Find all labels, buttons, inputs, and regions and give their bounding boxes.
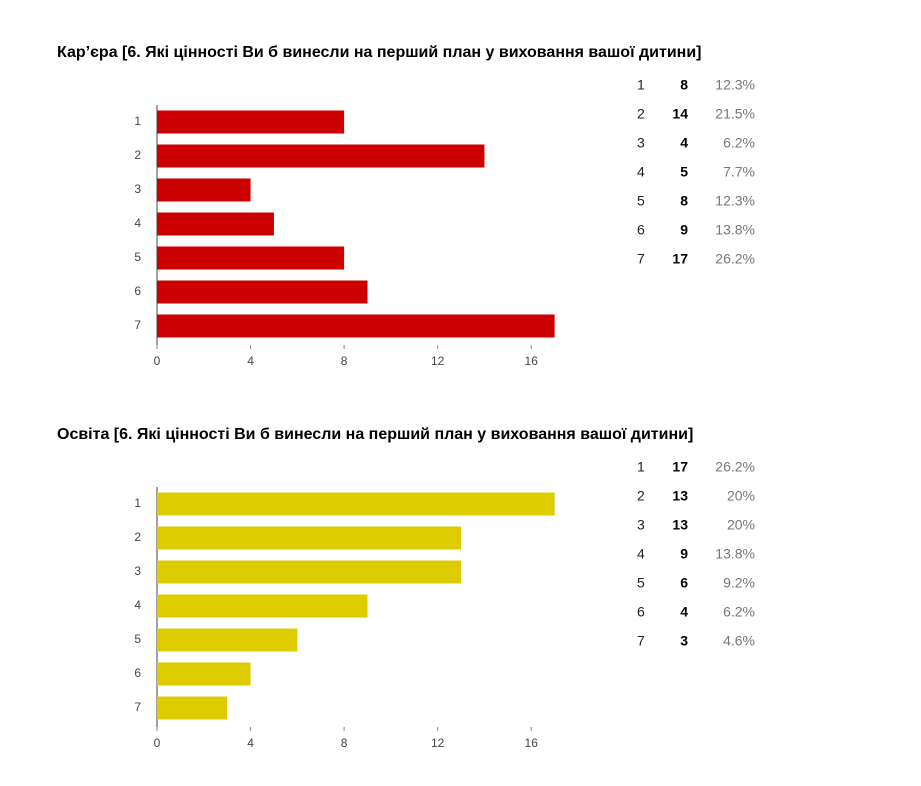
- table-percent: 13.8%: [715, 546, 755, 562]
- bar: [157, 594, 368, 618]
- table-count: 17: [672, 251, 688, 267]
- y-tick-label: 5: [134, 250, 141, 264]
- y-tick-label: 6: [134, 666, 141, 680]
- table-percent: 12.3%: [715, 77, 755, 93]
- table-count: 8: [680, 193, 688, 209]
- table-percent: 20%: [727, 488, 755, 504]
- bar: [157, 628, 298, 652]
- y-tick-label: 4: [134, 216, 141, 230]
- table-percent: 4.6%: [723, 633, 755, 649]
- y-tick-label: 5: [134, 632, 141, 646]
- table-rank: 5: [637, 193, 645, 209]
- table-count: 4: [680, 135, 688, 151]
- table-rank: 3: [637, 517, 645, 533]
- table-count: 9: [680, 546, 688, 562]
- bar: [157, 492, 555, 516]
- table-percent: 7.7%: [723, 164, 755, 180]
- bar: [157, 526, 462, 550]
- table-percent: 26.2%: [715, 251, 755, 267]
- bar: [157, 314, 555, 338]
- x-tick-label: 16: [525, 354, 539, 368]
- table-rank: 1: [637, 77, 645, 93]
- chart-title: Кар’єра [6. Які цінності Ви б винесли на…: [57, 44, 702, 61]
- table-percent: 6.2%: [723, 604, 755, 620]
- y-tick-label: 1: [134, 114, 141, 128]
- table-count: 13: [672, 488, 688, 504]
- y-tick-label: 4: [134, 598, 141, 612]
- bar: [157, 280, 368, 304]
- table-rank: 2: [637, 488, 645, 504]
- bar: [157, 178, 251, 202]
- x-tick-label: 4: [247, 736, 254, 750]
- y-tick-label: 3: [134, 564, 141, 578]
- table-count: 8: [680, 77, 688, 93]
- table-rank: 4: [637, 164, 645, 180]
- table-rank: 1: [637, 459, 645, 475]
- x-tick-label: 16: [525, 736, 539, 750]
- table-rank: 6: [637, 222, 645, 238]
- x-tick-label: 12: [431, 736, 445, 750]
- table-percent: 6.2%: [723, 135, 755, 151]
- bar: [157, 110, 345, 134]
- table-percent: 13.8%: [715, 222, 755, 238]
- table-percent: 21.5%: [715, 106, 755, 122]
- x-tick-label: 4: [247, 354, 254, 368]
- table-count: 17: [672, 459, 688, 475]
- table-count: 13: [672, 517, 688, 533]
- table-count: 14: [672, 106, 688, 122]
- x-tick-label: 8: [341, 354, 348, 368]
- x-tick-label: 0: [154, 354, 161, 368]
- bar: [157, 144, 485, 168]
- table-count: 4: [680, 604, 688, 620]
- y-tick-label: 1: [134, 496, 141, 510]
- table-percent: 20%: [727, 517, 755, 533]
- table-rank: 6: [637, 604, 645, 620]
- table-count: 5: [680, 164, 688, 180]
- x-tick-label: 0: [154, 736, 161, 750]
- table-count: 9: [680, 222, 688, 238]
- table-rank: 7: [637, 251, 645, 267]
- table-rank: 4: [637, 546, 645, 562]
- y-tick-label: 2: [134, 148, 141, 162]
- y-tick-label: 2: [134, 530, 141, 544]
- bar: [157, 662, 251, 686]
- y-tick-label: 7: [134, 318, 141, 332]
- table-rank: 5: [637, 575, 645, 591]
- x-tick-label: 8: [341, 736, 348, 750]
- bar: [157, 560, 462, 584]
- y-tick-label: 7: [134, 700, 141, 714]
- chart-title: Освіта [6. Які цінності Ви б винесли на …: [57, 426, 693, 443]
- table-percent: 9.2%: [723, 575, 755, 591]
- x-tick-label: 12: [431, 354, 445, 368]
- table-count: 3: [680, 633, 688, 649]
- table-rank: 7: [637, 633, 645, 649]
- table-rank: 3: [637, 135, 645, 151]
- bar: [157, 246, 345, 270]
- table-count: 6: [680, 575, 688, 591]
- y-tick-label: 6: [134, 284, 141, 298]
- y-tick-label: 3: [134, 182, 141, 196]
- table-percent: 26.2%: [715, 459, 755, 475]
- table-rank: 2: [637, 106, 645, 122]
- bar: [157, 212, 274, 236]
- table-percent: 12.3%: [715, 193, 755, 209]
- bar: [157, 696, 228, 720]
